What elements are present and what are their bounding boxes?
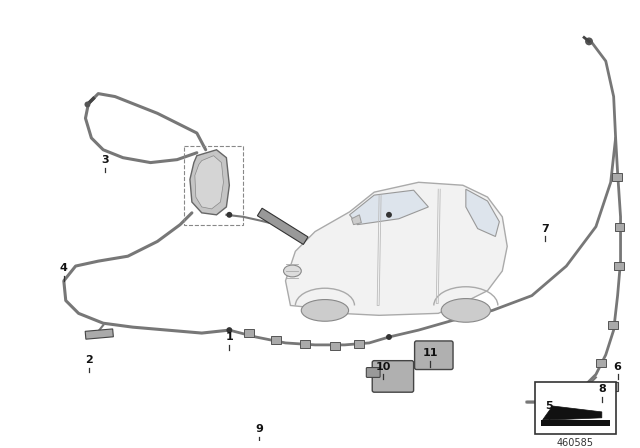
Bar bbox=[257, 208, 308, 245]
Polygon shape bbox=[195, 156, 223, 209]
Bar bbox=[614, 223, 625, 231]
Polygon shape bbox=[466, 189, 499, 237]
Bar bbox=[184, 146, 243, 224]
Text: 8: 8 bbox=[598, 384, 605, 394]
Circle shape bbox=[227, 327, 232, 333]
Circle shape bbox=[386, 212, 392, 218]
Text: 10: 10 bbox=[376, 362, 391, 371]
FancyBboxPatch shape bbox=[366, 367, 380, 377]
Bar bbox=[85, 329, 113, 339]
Polygon shape bbox=[351, 215, 362, 224]
Polygon shape bbox=[543, 406, 602, 420]
Polygon shape bbox=[285, 182, 508, 315]
Ellipse shape bbox=[301, 300, 349, 321]
Ellipse shape bbox=[585, 38, 593, 45]
Text: 3: 3 bbox=[101, 155, 109, 164]
Ellipse shape bbox=[441, 298, 490, 322]
FancyBboxPatch shape bbox=[415, 341, 453, 370]
Bar bbox=[586, 382, 618, 391]
Circle shape bbox=[386, 334, 392, 340]
Polygon shape bbox=[349, 190, 428, 224]
Text: 5: 5 bbox=[545, 401, 552, 411]
Bar bbox=[541, 420, 610, 426]
Text: 9: 9 bbox=[255, 424, 263, 434]
Bar bbox=[608, 321, 618, 329]
Bar bbox=[355, 340, 364, 348]
Bar bbox=[271, 336, 280, 344]
Circle shape bbox=[227, 212, 232, 218]
Bar bbox=[330, 342, 340, 350]
Bar bbox=[535, 382, 616, 434]
Text: 11: 11 bbox=[422, 348, 438, 358]
Text: 4: 4 bbox=[60, 263, 68, 273]
Bar bbox=[596, 359, 606, 366]
Text: 7: 7 bbox=[541, 224, 548, 233]
Text: 460585: 460585 bbox=[557, 439, 594, 448]
Ellipse shape bbox=[84, 102, 90, 108]
FancyBboxPatch shape bbox=[372, 361, 413, 392]
Bar bbox=[244, 329, 254, 337]
Text: 1: 1 bbox=[225, 332, 233, 342]
Text: 6: 6 bbox=[614, 362, 621, 371]
Text: 2: 2 bbox=[86, 355, 93, 365]
Bar bbox=[300, 340, 310, 348]
Bar bbox=[614, 262, 623, 270]
Polygon shape bbox=[190, 150, 229, 215]
Bar bbox=[541, 391, 570, 402]
Ellipse shape bbox=[284, 265, 301, 277]
Bar bbox=[612, 173, 621, 181]
